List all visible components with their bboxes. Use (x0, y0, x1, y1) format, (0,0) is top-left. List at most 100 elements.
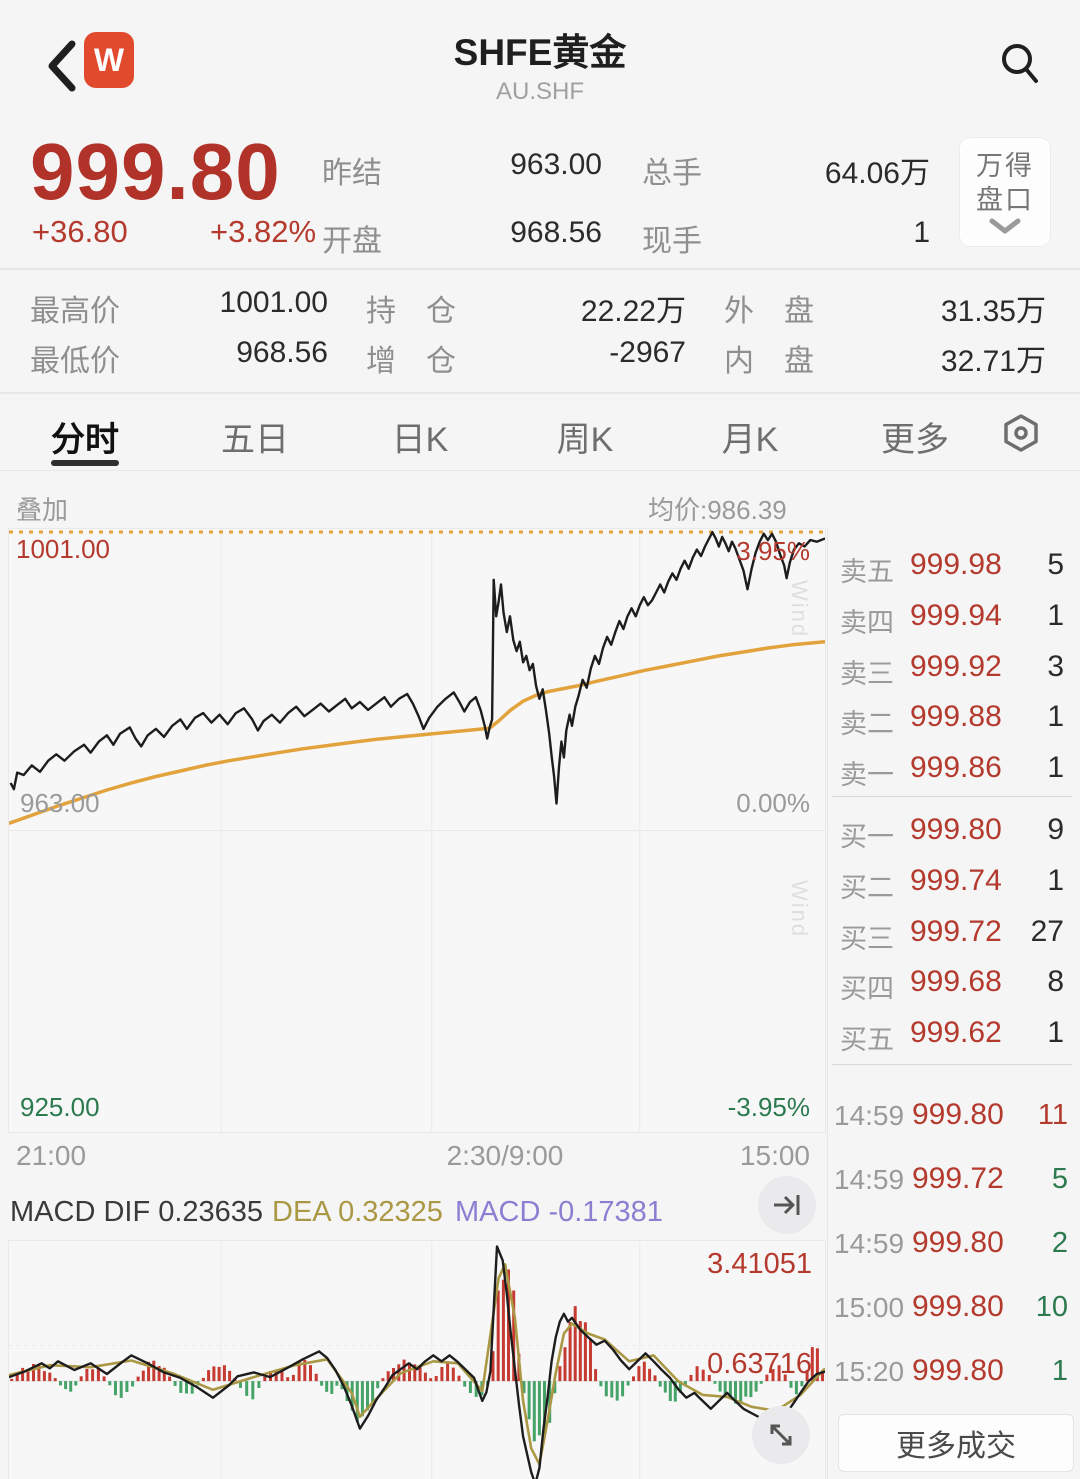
low-value: 968.56 (236, 336, 328, 369)
ask3-qty: 3 (1047, 650, 1064, 683)
divider (0, 268, 1080, 270)
ask2-price[interactable]: 999.88 (910, 700, 1002, 733)
y-axis-mid-price: 963.00 (20, 788, 100, 818)
bid2-qty: 1 (1047, 864, 1064, 897)
open-interest-value: 22.22万 (580, 295, 686, 328)
bid2-label: 买二 (840, 873, 894, 903)
ask5-price[interactable]: 999.98 (910, 548, 1002, 581)
bid5-label: 买五 (840, 1025, 894, 1055)
bid4-label: 买四 (840, 974, 894, 1004)
tab-more[interactable]: 更多 (881, 421, 949, 459)
trade-row-price: 999.72 (912, 1162, 1004, 1195)
trade-row-price: 999.80 (912, 1098, 1004, 1131)
time-axis-start: 21:00 (16, 1140, 87, 1171)
last-price: 999.80 (30, 127, 281, 216)
total-volume-value: 64.06万 (824, 157, 930, 190)
high-label: 最高价 (30, 295, 120, 328)
page-title: SHFE黄金 (453, 32, 627, 73)
trade-row-price: 999.80 (912, 1290, 1004, 1323)
prev-settle-value: 963.00 (510, 148, 602, 181)
ask1-price[interactable]: 999.86 (910, 751, 1002, 784)
divider (0, 392, 1080, 394)
trade-row-time: 14:59 (834, 1100, 905, 1131)
open-interest-label: 持 仓 (366, 295, 456, 328)
outer-volume-value: 31.35万 (940, 295, 1046, 328)
macd-dif-value: MACD DIF 0.23635 (10, 1196, 264, 1228)
inner-volume-value: 32.71万 (940, 345, 1046, 378)
low-label: 最低价 (30, 345, 120, 378)
macd-axis-max: 3.41051 (707, 1248, 812, 1280)
tab-five-day[interactable]: 五日 (221, 421, 289, 459)
trade-row-time: 14:59 (834, 1164, 905, 1195)
expand-chart-icon[interactable] (752, 1406, 810, 1464)
chart-settings-icon[interactable] (1000, 412, 1042, 459)
back-button[interactable] (44, 38, 80, 99)
bid1-qty: 9 (1047, 813, 1064, 846)
tab-daily-k[interactable]: 日K (391, 421, 449, 459)
ask3-price[interactable]: 999.92 (910, 650, 1002, 683)
macd-chart[interactable] (8, 1240, 826, 1479)
y-axis-bottom-price: 925.00 (20, 1092, 100, 1122)
trade-row-qty: 11 (1037, 1099, 1068, 1131)
outer-volume-label: 外 盘 (724, 295, 814, 328)
tab-intraday[interactable]: 分时 (51, 421, 119, 459)
y-axis-top-pct: 3.95% (736, 536, 810, 566)
toggle-line2: 盘口 (976, 185, 1034, 215)
ask3-label: 卖三 (840, 659, 894, 689)
trade-row-price: 999.80 (912, 1226, 1004, 1259)
ask4-label: 卖四 (840, 608, 894, 638)
collapse-panel-icon[interactable] (758, 1176, 816, 1234)
ask5-label: 卖五 (840, 557, 894, 587)
chevron-down-icon (989, 218, 1021, 234)
high-value: 1001.00 (219, 286, 328, 319)
macd-chart-canvas (8, 1241, 826, 1479)
trade-row-price: 999.80 (912, 1354, 1004, 1387)
ask2-label: 卖二 (840, 709, 894, 739)
average-price-label: 均价:986.39 (648, 495, 787, 525)
bid2-price[interactable]: 999.74 (910, 864, 1002, 897)
wind-logo: W (84, 32, 134, 88)
bid5-qty: 1 (1047, 1016, 1064, 1049)
bid5-price[interactable]: 999.62 (910, 1016, 1002, 1049)
more-trades-button[interactable]: 更多成交 (838, 1414, 1074, 1472)
ask4-price[interactable]: 999.94 (910, 599, 1002, 632)
open-value: 968.56 (510, 216, 602, 249)
ask1-label: 卖一 (840, 760, 894, 790)
toggle-line1: 万得 (976, 151, 1034, 181)
bid4-qty: 8 (1047, 965, 1064, 998)
tab-monthly-k[interactable]: 月K (721, 421, 779, 459)
bid1-label: 买一 (840, 822, 894, 852)
overlay-button[interactable]: 叠加 (16, 495, 69, 525)
price-chart-canvas (8, 529, 826, 1132)
bid1-price[interactable]: 999.80 (910, 813, 1002, 846)
price-change: +36.80 (32, 214, 128, 249)
trade-row-qty: 1 (1051, 1355, 1068, 1387)
macd-axis-mid: 0.63716 (707, 1348, 812, 1380)
divider (0, 470, 1080, 471)
price-change-pct: +3.82% (210, 214, 317, 249)
ask2-qty: 1 (1047, 700, 1064, 733)
bid3-price[interactable]: 999.72 (910, 915, 1002, 948)
ask1-qty: 1 (1047, 751, 1064, 784)
oi-change-label: 增 仓 (366, 345, 456, 378)
inner-volume-label: 内 盘 (724, 345, 814, 378)
active-tab-underline (51, 460, 119, 466)
prev-settle-label: 昨结 (322, 157, 382, 190)
search-icon[interactable] (998, 40, 1042, 93)
y-axis-bottom-pct: -3.95% (727, 1092, 810, 1122)
wind-orderbook-toggle[interactable]: 万得 盘口 (960, 138, 1050, 246)
y-axis-mid-pct: 0.00% (736, 788, 810, 818)
ask4-qty: 1 (1047, 599, 1064, 632)
current-volume-value: 1 (913, 216, 930, 249)
instrument-code: AU.SHF (495, 78, 584, 105)
intraday-chart[interactable] (8, 528, 826, 1133)
bid4-price[interactable]: 999.68 (910, 965, 1002, 998)
order-book-panel (827, 528, 1080, 1479)
tab-weekly-k[interactable]: 周K (556, 421, 614, 459)
trade-row-qty: 2 (1051, 1227, 1068, 1259)
trade-row-qty: 10 (1035, 1291, 1068, 1323)
time-axis-end: 15:00 (739, 1140, 810, 1171)
bid3-label: 买三 (840, 924, 894, 954)
current-volume-label: 现手 (642, 225, 702, 258)
